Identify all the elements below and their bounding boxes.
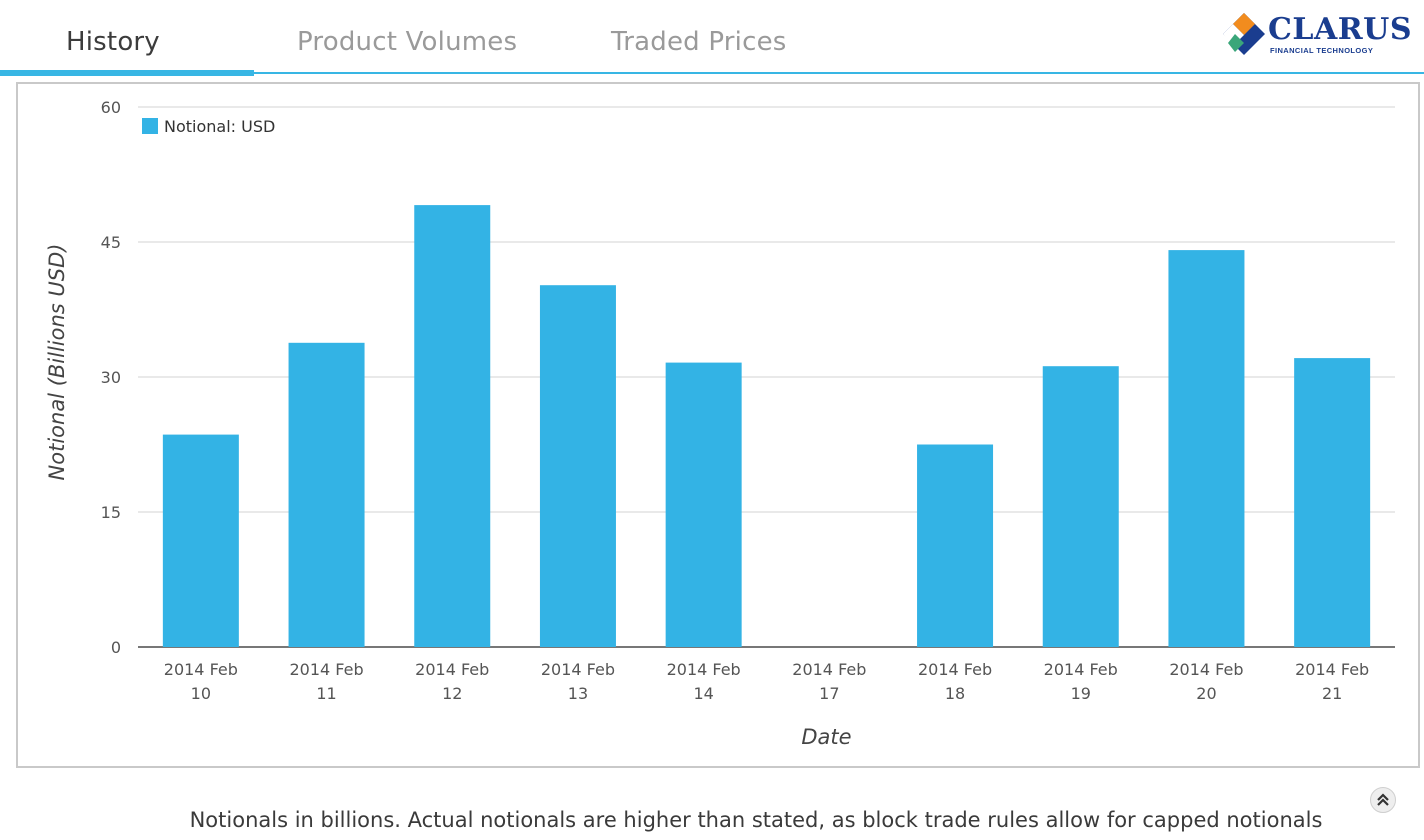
active-tab-indicator [0, 70, 254, 76]
tab-history[interactable]: History [66, 27, 160, 57]
x-tick-label: 2014 Feb 17 [792, 660, 866, 703]
bar[interactable] [1168, 250, 1245, 647]
legend-label: Notional: USD [164, 117, 275, 136]
y-tick-label: 15 [101, 503, 121, 522]
x-tick-label: 2014 Feb 14 [667, 660, 741, 703]
bar[interactable] [1042, 366, 1119, 647]
scroll-to-top-button[interactable] [1370, 787, 1396, 813]
chart-panel: 0 15 30 45 60 2014 Feb 10 2014 Feb 11 2014 Feb 12… [16, 82, 1420, 768]
logo-wordmark: CLARUS [1268, 12, 1413, 47]
tab-bar: History Product Volumes Traded Prices [0, 0, 1424, 76]
chart-legend[interactable]: Notional: USD [142, 117, 275, 136]
y-tick-label: 60 [101, 98, 121, 117]
y-tick-label: 0 [111, 638, 121, 657]
logo-tagline: FINANCIAL TECHNOLOGY [1270, 46, 1374, 55]
x-tick-label: 2014 Feb 21 [1295, 660, 1369, 703]
bar[interactable] [665, 362, 742, 647]
logo-diamond-icon [1223, 13, 1265, 55]
x-tick-label: 2014 Feb 13 [541, 660, 615, 703]
bar[interactable] [414, 205, 491, 647]
tab-product-volumes[interactable]: Product Volumes [297, 27, 518, 57]
y-axis-title: Notional (Billions USD) [45, 244, 69, 481]
y-tick-label: 30 [101, 368, 121, 387]
y-tick-label: 45 [101, 233, 121, 252]
x-tick-label: 2014 Feb 11 [289, 660, 363, 703]
x-tick-label: 2014 Feb 10 [164, 660, 238, 703]
legend-swatch [142, 118, 158, 134]
bar[interactable] [162, 434, 239, 647]
x-tick-label: 2014 Feb 12 [415, 660, 489, 703]
tab-traded-prices[interactable]: Traded Prices [611, 27, 787, 57]
x-tick-label: 2014 Feb 19 [1044, 660, 1118, 703]
tab-bar-divider [0, 72, 1424, 74]
bar[interactable] [917, 444, 994, 648]
bar[interactable] [1294, 358, 1371, 647]
bar[interactable] [288, 342, 365, 647]
x-tick-label: 2014 Feb 20 [1169, 660, 1243, 703]
footnote: Notionals in billions. Actual notionals … [189, 808, 1323, 832]
clarus-logo: CLARUS FINANCIAL TECHNOLOGY [1222, 10, 1412, 60]
notional-bar-chart: 0 15 30 45 60 2014 Feb 10 2014 Feb 11 2014 Feb 12… [45, 98, 1395, 749]
x-tick-label: 2014 Feb 18 [918, 660, 992, 703]
x-axis-title: Date [801, 725, 851, 749]
bar[interactable] [539, 285, 616, 647]
double-chevron-up-icon [1377, 793, 1389, 806]
